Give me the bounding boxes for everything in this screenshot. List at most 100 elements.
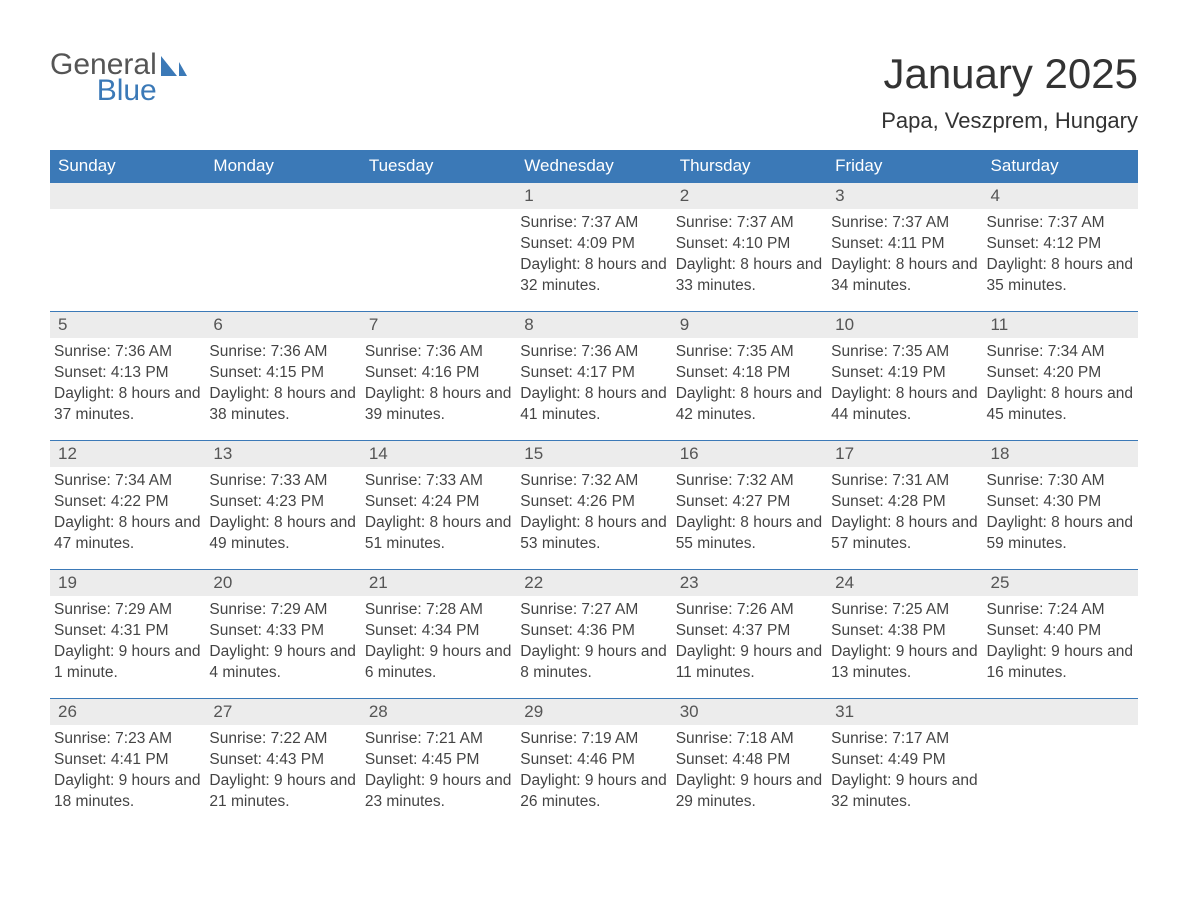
day-number: 28 xyxy=(361,699,516,725)
day-body: Sunrise: 7:35 AMSunset: 4:18 PMDaylight:… xyxy=(672,338,827,426)
day-number: 25 xyxy=(983,570,1138,596)
day-number: 22 xyxy=(516,570,671,596)
day-cell: 20Sunrise: 7:29 AMSunset: 4:33 PMDayligh… xyxy=(205,570,360,698)
day-cell: 28Sunrise: 7:21 AMSunset: 4:45 PMDayligh… xyxy=(361,699,516,827)
week-row: 5Sunrise: 7:36 AMSunset: 4:13 PMDaylight… xyxy=(50,311,1138,440)
day-cell: 14Sunrise: 7:33 AMSunset: 4:24 PMDayligh… xyxy=(361,441,516,569)
day-cell xyxy=(983,699,1138,827)
day-body: Sunrise: 7:25 AMSunset: 4:38 PMDaylight:… xyxy=(827,596,982,684)
day-cell: 9Sunrise: 7:35 AMSunset: 4:18 PMDaylight… xyxy=(672,312,827,440)
day-number: 12 xyxy=(50,441,205,467)
day-number xyxy=(361,183,516,209)
week-row: 12Sunrise: 7:34 AMSunset: 4:22 PMDayligh… xyxy=(50,440,1138,569)
day-cell xyxy=(361,183,516,311)
logo-sail-icon xyxy=(159,54,187,85)
day-cell: 30Sunrise: 7:18 AMSunset: 4:48 PMDayligh… xyxy=(672,699,827,827)
day-cell: 25Sunrise: 7:24 AMSunset: 4:40 PMDayligh… xyxy=(983,570,1138,698)
day-body: Sunrise: 7:31 AMSunset: 4:28 PMDaylight:… xyxy=(827,467,982,555)
day-cell: 23Sunrise: 7:26 AMSunset: 4:37 PMDayligh… xyxy=(672,570,827,698)
day-number: 8 xyxy=(516,312,671,338)
day-number: 9 xyxy=(672,312,827,338)
weekday-cell: Sunday xyxy=(50,150,205,182)
weekday-cell: Friday xyxy=(827,150,982,182)
day-number: 31 xyxy=(827,699,982,725)
day-cell: 13Sunrise: 7:33 AMSunset: 4:23 PMDayligh… xyxy=(205,441,360,569)
header: General Blue January 2025 Papa, Veszprem… xyxy=(50,50,1138,142)
day-cell: 12Sunrise: 7:34 AMSunset: 4:22 PMDayligh… xyxy=(50,441,205,569)
day-body: Sunrise: 7:37 AMSunset: 4:09 PMDaylight:… xyxy=(516,209,671,297)
day-number xyxy=(205,183,360,209)
weekday-cell: Tuesday xyxy=(361,150,516,182)
day-number: 15 xyxy=(516,441,671,467)
day-body: Sunrise: 7:29 AMSunset: 4:31 PMDaylight:… xyxy=(50,596,205,684)
day-body: Sunrise: 7:32 AMSunset: 4:26 PMDaylight:… xyxy=(516,467,671,555)
day-body: Sunrise: 7:22 AMSunset: 4:43 PMDaylight:… xyxy=(205,725,360,813)
day-body: Sunrise: 7:29 AMSunset: 4:33 PMDaylight:… xyxy=(205,596,360,684)
day-body: Sunrise: 7:36 AMSunset: 4:15 PMDaylight:… xyxy=(205,338,360,426)
day-number: 20 xyxy=(205,570,360,596)
day-cell: 16Sunrise: 7:32 AMSunset: 4:27 PMDayligh… xyxy=(672,441,827,569)
day-cell: 2Sunrise: 7:37 AMSunset: 4:10 PMDaylight… xyxy=(672,183,827,311)
day-body: Sunrise: 7:33 AMSunset: 4:24 PMDaylight:… xyxy=(361,467,516,555)
day-body: Sunrise: 7:36 AMSunset: 4:13 PMDaylight:… xyxy=(50,338,205,426)
day-number: 13 xyxy=(205,441,360,467)
day-body: Sunrise: 7:28 AMSunset: 4:34 PMDaylight:… xyxy=(361,596,516,684)
day-body: Sunrise: 7:27 AMSunset: 4:36 PMDaylight:… xyxy=(516,596,671,684)
week-row: 1Sunrise: 7:37 AMSunset: 4:09 PMDaylight… xyxy=(50,182,1138,311)
weekday-cell: Saturday xyxy=(983,150,1138,182)
day-cell: 19Sunrise: 7:29 AMSunset: 4:31 PMDayligh… xyxy=(50,570,205,698)
day-cell: 31Sunrise: 7:17 AMSunset: 4:49 PMDayligh… xyxy=(827,699,982,827)
day-cell: 11Sunrise: 7:34 AMSunset: 4:20 PMDayligh… xyxy=(983,312,1138,440)
day-cell: 1Sunrise: 7:37 AMSunset: 4:09 PMDaylight… xyxy=(516,183,671,311)
day-body: Sunrise: 7:35 AMSunset: 4:19 PMDaylight:… xyxy=(827,338,982,426)
day-number: 21 xyxy=(361,570,516,596)
day-number: 7 xyxy=(361,312,516,338)
day-body: Sunrise: 7:23 AMSunset: 4:41 PMDaylight:… xyxy=(50,725,205,813)
day-number: 17 xyxy=(827,441,982,467)
day-body: Sunrise: 7:30 AMSunset: 4:30 PMDaylight:… xyxy=(983,467,1138,555)
day-cell: 22Sunrise: 7:27 AMSunset: 4:36 PMDayligh… xyxy=(516,570,671,698)
day-cell xyxy=(50,183,205,311)
day-number: 2 xyxy=(672,183,827,209)
day-number xyxy=(50,183,205,209)
day-number: 19 xyxy=(50,570,205,596)
day-body: Sunrise: 7:34 AMSunset: 4:20 PMDaylight:… xyxy=(983,338,1138,426)
day-body: Sunrise: 7:21 AMSunset: 4:45 PMDaylight:… xyxy=(361,725,516,813)
day-cell: 29Sunrise: 7:19 AMSunset: 4:46 PMDayligh… xyxy=(516,699,671,827)
weekday-cell: Thursday xyxy=(672,150,827,182)
day-number xyxy=(983,699,1138,725)
day-number: 10 xyxy=(827,312,982,338)
month-title: January 2025 xyxy=(881,50,1138,98)
day-number: 11 xyxy=(983,312,1138,338)
day-number: 23 xyxy=(672,570,827,596)
day-cell: 7Sunrise: 7:36 AMSunset: 4:16 PMDaylight… xyxy=(361,312,516,440)
day-body: Sunrise: 7:32 AMSunset: 4:27 PMDaylight:… xyxy=(672,467,827,555)
logo-word2: Blue xyxy=(50,76,157,106)
day-body: Sunrise: 7:36 AMSunset: 4:17 PMDaylight:… xyxy=(516,338,671,426)
day-body: Sunrise: 7:17 AMSunset: 4:49 PMDaylight:… xyxy=(827,725,982,813)
day-body: Sunrise: 7:19 AMSunset: 4:46 PMDaylight:… xyxy=(516,725,671,813)
day-body: Sunrise: 7:18 AMSunset: 4:48 PMDaylight:… xyxy=(672,725,827,813)
day-number: 30 xyxy=(672,699,827,725)
weekday-header-row: SundayMondayTuesdayWednesdayThursdayFrid… xyxy=(50,150,1138,182)
day-cell: 21Sunrise: 7:28 AMSunset: 4:34 PMDayligh… xyxy=(361,570,516,698)
day-number: 16 xyxy=(672,441,827,467)
day-cell: 10Sunrise: 7:35 AMSunset: 4:19 PMDayligh… xyxy=(827,312,982,440)
day-cell: 8Sunrise: 7:36 AMSunset: 4:17 PMDaylight… xyxy=(516,312,671,440)
location: Papa, Veszprem, Hungary xyxy=(881,108,1138,134)
day-body: Sunrise: 7:37 AMSunset: 4:10 PMDaylight:… xyxy=(672,209,827,297)
day-cell: 17Sunrise: 7:31 AMSunset: 4:28 PMDayligh… xyxy=(827,441,982,569)
week-row: 19Sunrise: 7:29 AMSunset: 4:31 PMDayligh… xyxy=(50,569,1138,698)
day-number: 26 xyxy=(50,699,205,725)
day-cell: 18Sunrise: 7:30 AMSunset: 4:30 PMDayligh… xyxy=(983,441,1138,569)
day-number: 14 xyxy=(361,441,516,467)
day-body: Sunrise: 7:33 AMSunset: 4:23 PMDaylight:… xyxy=(205,467,360,555)
day-cell: 5Sunrise: 7:36 AMSunset: 4:13 PMDaylight… xyxy=(50,312,205,440)
day-number: 4 xyxy=(983,183,1138,209)
day-number: 18 xyxy=(983,441,1138,467)
day-cell: 3Sunrise: 7:37 AMSunset: 4:11 PMDaylight… xyxy=(827,183,982,311)
day-cell: 4Sunrise: 7:37 AMSunset: 4:12 PMDaylight… xyxy=(983,183,1138,311)
week-row: 26Sunrise: 7:23 AMSunset: 4:41 PMDayligh… xyxy=(50,698,1138,827)
day-body: Sunrise: 7:36 AMSunset: 4:16 PMDaylight:… xyxy=(361,338,516,426)
day-number: 1 xyxy=(516,183,671,209)
